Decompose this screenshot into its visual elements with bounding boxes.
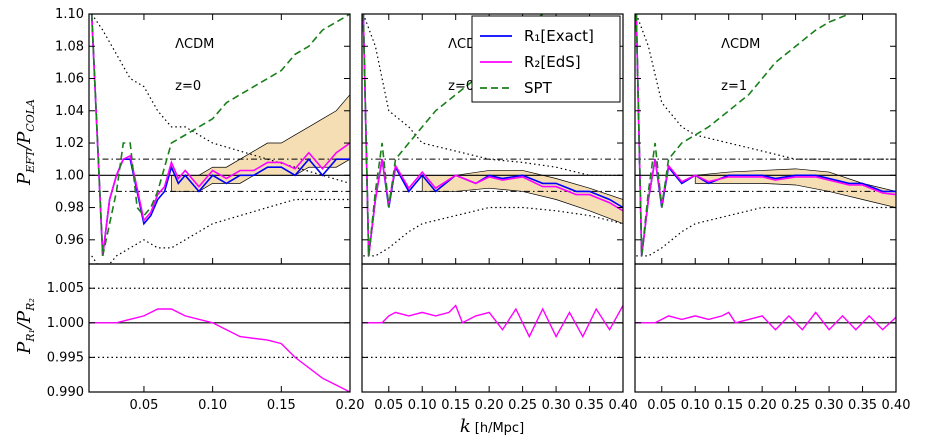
y-tick-label: 1.02 <box>55 136 84 151</box>
x-tick-label: 0.20 <box>748 398 777 413</box>
axes-layer: ΛCDM z=0 0.05 0.10 0.15 0.20 0.96 0.98 1.00 1.02 1… <box>47 7 911 413</box>
x-tick-label: 0.15 <box>441 398 470 413</box>
y-tick-label: 0.98 <box>55 201 84 216</box>
dotted-upper-line <box>362 14 623 176</box>
y-tick-label: 1.000 <box>47 316 84 331</box>
y-tick-label: 0.995 <box>47 350 84 365</box>
y-label-bottom: PR₁/PR₂ <box>14 298 37 355</box>
legend-label: R₂[EdS] <box>524 53 581 71</box>
bottom-plot-area <box>362 287 623 359</box>
uncertainty-band <box>694 168 896 208</box>
x-tick-label: 0.10 <box>408 398 437 413</box>
uncertainty-band <box>421 170 623 225</box>
bottom-plot-area <box>89 287 350 392</box>
ratio-line <box>363 304 623 339</box>
x-tick-label: 0.35 <box>848 398 877 413</box>
top-plot-area <box>635 14 896 257</box>
r1-exact-line <box>635 14 896 256</box>
dotted-lower-line <box>91 198 350 264</box>
x-tick-label: 0.20 <box>336 398 365 413</box>
x-tick-label: 0.20 <box>475 398 504 413</box>
redshift-label: z=0 <box>175 79 201 94</box>
x-tick-label: 0.30 <box>815 398 844 413</box>
y-label-top: PEFT/PCOLA <box>14 99 37 186</box>
x-tick-label: 0.25 <box>781 398 810 413</box>
bottom-frame <box>88 263 351 393</box>
x-tick-label: 0.10 <box>198 398 227 413</box>
redshift-label: z=1 <box>721 79 747 94</box>
dotted-lower-line <box>363 206 623 257</box>
ratio-line <box>636 311 896 331</box>
y-tick-label: 1.00 <box>55 168 84 183</box>
y-tick-label: 0.96 <box>55 233 84 248</box>
y-tick-label: 1.04 <box>55 104 84 119</box>
uncertainty-band <box>171 94 350 192</box>
x-tick-label: 0.40 <box>882 398 911 413</box>
y-tick-label: 1.08 <box>55 39 84 54</box>
x-tick-label: 0.05 <box>647 398 676 413</box>
r2-eds-line <box>635 14 896 256</box>
panel-3: ΛCDM z=1 0.05 0.10 0.15 0.20 0.25 0.30 0.35 0.40 <box>634 13 911 413</box>
model-label: ΛCDM <box>175 37 214 52</box>
model-label: ΛCDM <box>721 37 760 52</box>
x-tick-label: 0.40 <box>609 398 638 413</box>
top-plot-area <box>89 14 350 264</box>
y-tick-label: 1.005 <box>47 281 84 296</box>
y-tick-label: 1.10 <box>55 7 84 22</box>
r2-eds-line <box>362 14 623 256</box>
x-tick-label: 0.10 <box>681 398 710 413</box>
x-label: k [h/Mpc] <box>460 416 524 437</box>
x-tick-label: 0.05 <box>374 398 403 413</box>
bottom-frame <box>361 263 624 393</box>
legend-label: R₁[Exact] <box>524 27 594 45</box>
y-tick-label: 1.06 <box>55 72 84 87</box>
spt-line <box>635 14 850 256</box>
top-frame <box>634 13 897 265</box>
spt-line <box>90 14 350 257</box>
x-tick-label: 0.15 <box>267 398 296 413</box>
x-tick-label: 0.05 <box>129 398 158 413</box>
x-tick-label: 0.25 <box>508 398 537 413</box>
y-tick-label: 0.990 <box>47 385 84 400</box>
ratio-line <box>91 308 350 392</box>
x-tick-label: 0.30 <box>542 398 571 413</box>
x-tick-label: 0.15 <box>714 398 743 413</box>
legend-label: SPT <box>524 79 553 97</box>
bottom-frame <box>634 263 897 393</box>
dotted-lower-line <box>636 206 896 257</box>
legend: R₁[Exact] R₂[EdS] SPT <box>471 15 621 103</box>
bottom-plot-area <box>635 287 896 359</box>
x-tick-label: 0.35 <box>575 398 604 413</box>
dotted-upper-line <box>635 14 896 160</box>
panel-1: ΛCDM z=0 0.05 0.10 0.15 0.20 0.96 0.98 1.00 1.02 1… <box>47 7 365 413</box>
r2-eds-line <box>90 14 350 256</box>
